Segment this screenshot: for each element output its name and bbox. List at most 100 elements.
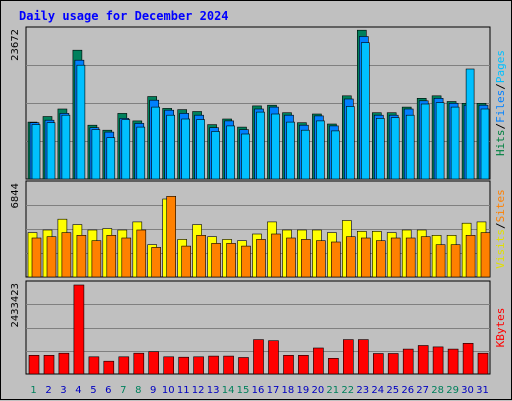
x-tick-25: 25 <box>386 385 399 396</box>
bar-sites-12 <box>196 235 206 278</box>
bar-kbytes-10 <box>163 356 174 375</box>
x-tick-31: 31 <box>476 385 489 396</box>
x-tick-27: 27 <box>416 385 429 396</box>
bar-kbytes-18 <box>283 354 294 375</box>
bar-kbytes-19 <box>298 354 309 375</box>
bar-kbytes-23 <box>357 339 369 375</box>
bar-kbytes-12 <box>193 356 204 375</box>
bar-pages-21 <box>331 130 340 180</box>
axis-label-segment-requests-1: / <box>494 123 507 130</box>
bar-sites-6 <box>106 235 117 278</box>
bar-pages-27 <box>420 103 430 180</box>
bar-sites-16 <box>256 239 266 278</box>
bar-pages-3 <box>61 114 71 180</box>
x-tick-16: 16 <box>252 385 265 396</box>
bar-sites-8 <box>136 229 147 278</box>
bar-kbytes-20 <box>313 347 324 375</box>
bar-kbytes-26 <box>402 348 414 375</box>
bar-sites-27 <box>420 236 431 278</box>
bar-kbytes-24 <box>372 353 384 375</box>
x-tick-21: 21 <box>326 385 339 396</box>
bar-sites-20 <box>316 240 326 278</box>
bar-kbytes-30 <box>462 342 474 375</box>
x-tick-29: 29 <box>446 385 459 396</box>
bar-pages-2 <box>46 122 56 180</box>
bar-kbytes-22 <box>342 339 354 375</box>
bar-pages-28 <box>435 102 445 180</box>
bar-sites-15 <box>241 245 251 278</box>
bar-kbytes-9 <box>148 351 159 375</box>
bar-pages-10 <box>166 114 175 180</box>
axis-label-segment-volume-0: KBytes <box>494 308 507 348</box>
bar-pages-16 <box>256 111 265 180</box>
bar-sites-3 <box>61 232 72 278</box>
bar-kbytes-1 <box>28 354 40 375</box>
x-tick-1: 1 <box>30 385 36 396</box>
bar-sites-26 <box>405 237 416 278</box>
bar-pages-22 <box>345 106 355 180</box>
bar-sites-7 <box>121 237 132 278</box>
bar-pages-7 <box>121 119 131 180</box>
bar-sites-28 <box>435 244 446 278</box>
bar-kbytes-11 <box>178 356 189 375</box>
x-tick-22: 22 <box>341 385 354 396</box>
bar-pages-9 <box>151 106 160 180</box>
bar-sites-22 <box>345 236 356 278</box>
ymax-label-requests: 23672 <box>10 29 21 61</box>
x-tick-24: 24 <box>371 385 384 396</box>
bar-kbytes-4 <box>73 284 85 375</box>
x-tick-4: 4 <box>75 385 81 396</box>
bar-pages-6 <box>106 137 116 180</box>
x-tick-19: 19 <box>297 385 310 396</box>
bar-kbytes-16 <box>253 339 264 375</box>
ymax-label-volume: 2433423 <box>10 283 21 328</box>
bar-kbytes-28 <box>432 346 444 375</box>
chart-title: Daily usage for December 2024 <box>19 9 229 23</box>
x-tick-12: 12 <box>192 385 205 396</box>
bar-pages-31 <box>480 108 490 180</box>
bar-sites-21 <box>331 241 341 278</box>
bar-pages-24 <box>375 118 385 180</box>
x-tick-15: 15 <box>237 385 250 396</box>
bar-kbytes-25 <box>387 353 399 375</box>
axis-label-segment-requests-3: / <box>494 83 507 90</box>
x-tick-18: 18 <box>282 385 295 396</box>
axis-label-segment-requests-2: Files <box>494 90 507 123</box>
bar-pages-4 <box>76 64 86 180</box>
bar-pages-11 <box>181 118 190 180</box>
axis-label-visitors: Visits/Sites <box>494 189 507 269</box>
x-tick-26: 26 <box>401 385 414 396</box>
bar-kbytes-21 <box>328 357 339 375</box>
bar-pages-17 <box>271 113 280 180</box>
bar-pages-30 <box>465 68 475 180</box>
bar-kbytes-5 <box>88 356 100 375</box>
bar-sites-30 <box>465 235 476 278</box>
x-tick-7: 7 <box>120 385 126 396</box>
x-tick-23: 23 <box>356 385 369 396</box>
axis-label-volume: KBytes <box>494 308 507 348</box>
bar-sites-19 <box>301 239 311 278</box>
x-tick-8: 8 <box>135 385 141 396</box>
bar-sites-9 <box>151 247 161 278</box>
bar-pages-18 <box>286 121 295 180</box>
bar-kbytes-15 <box>238 357 249 375</box>
bar-sites-1 <box>31 237 42 278</box>
x-tick-9: 9 <box>150 385 156 396</box>
axis-label-segment-visitors-0: Visits <box>494 229 507 269</box>
bar-pages-1 <box>31 124 41 180</box>
bar-kbytes-2 <box>43 354 55 375</box>
bar-sites-11 <box>181 245 191 278</box>
bar-sites-10 <box>166 196 176 278</box>
bar-pages-12 <box>196 119 205 180</box>
bar-pages-14 <box>226 125 235 180</box>
bar-kbytes-13 <box>208 355 219 375</box>
bar-sites-13 <box>211 243 221 278</box>
x-tick-13: 13 <box>207 385 220 396</box>
bar-pages-5 <box>91 129 101 180</box>
bar-kbytes-14 <box>223 355 234 375</box>
x-tick-14: 14 <box>222 385 235 396</box>
bar-kbytes-3 <box>58 352 70 375</box>
bar-sites-4 <box>76 235 87 278</box>
